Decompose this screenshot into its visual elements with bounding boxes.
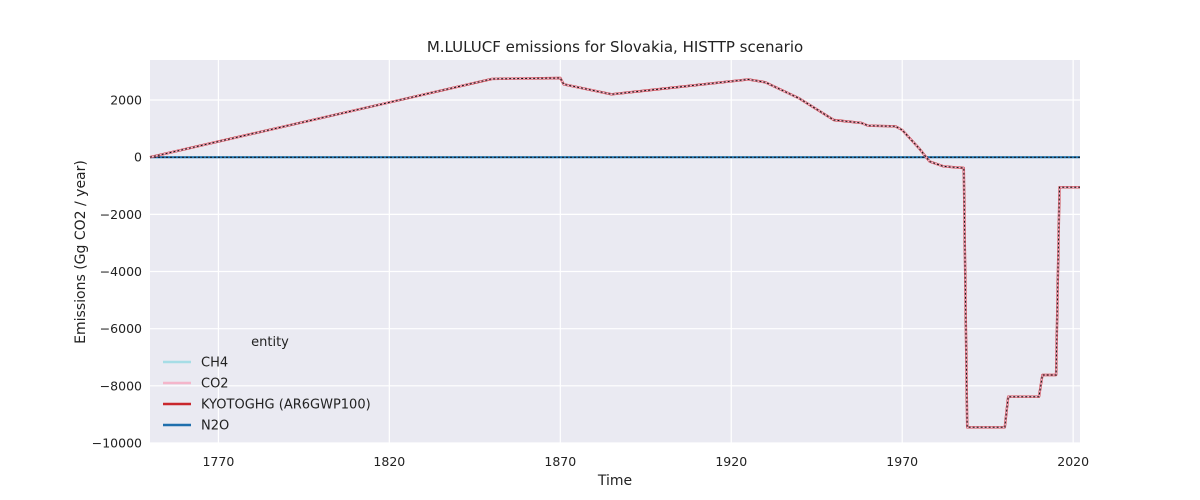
series-dotted-overlay-co2 [149, 77, 1080, 428]
y-tick-label: 0 [134, 150, 142, 165]
plot-area [150, 60, 1080, 443]
x-tick-label: 1870 [544, 454, 576, 469]
y-tick-label: −10000 [92, 436, 142, 451]
legend-label: N2O [201, 419, 229, 434]
series-lines [149, 76, 1080, 429]
y-axis-title: Emissions (Gg CO2 / year) [73, 160, 89, 344]
x-tick-label: 1770 [202, 454, 234, 469]
legend: entity CH4 CO2 KYOTOGHG (AR6GWP100) N2O [163, 335, 371, 434]
x-tick-label: 1970 [886, 454, 918, 469]
legend-label: KYOTOGHG (AR6GWP100) [201, 398, 371, 413]
legend-label: CH4 [201, 356, 228, 371]
y-tick-labels: 2000 0 −2000 −4000 −6000 −8000 −10000 [92, 93, 142, 451]
y-tick-label: −4000 [100, 264, 142, 279]
x-tick-label: 1820 [373, 454, 405, 469]
y-tick-label: 2000 [110, 93, 142, 108]
x-tick-labels: 1770 1820 1870 1920 1970 2020 [202, 454, 1089, 469]
x-axis-title: Time [597, 473, 632, 489]
legend-title: entity [251, 335, 289, 350]
y-tick-label: −6000 [100, 321, 142, 336]
y-tick-label: −8000 [100, 378, 142, 393]
x-tick-label: 2020 [1057, 454, 1089, 469]
chart-title: M.LULUCF emissions for Slovakia, HISTTP … [427, 38, 803, 56]
y-tick-label: −2000 [100, 207, 142, 222]
legend-label: CO2 [201, 377, 229, 392]
x-tick-label: 1920 [715, 454, 747, 469]
